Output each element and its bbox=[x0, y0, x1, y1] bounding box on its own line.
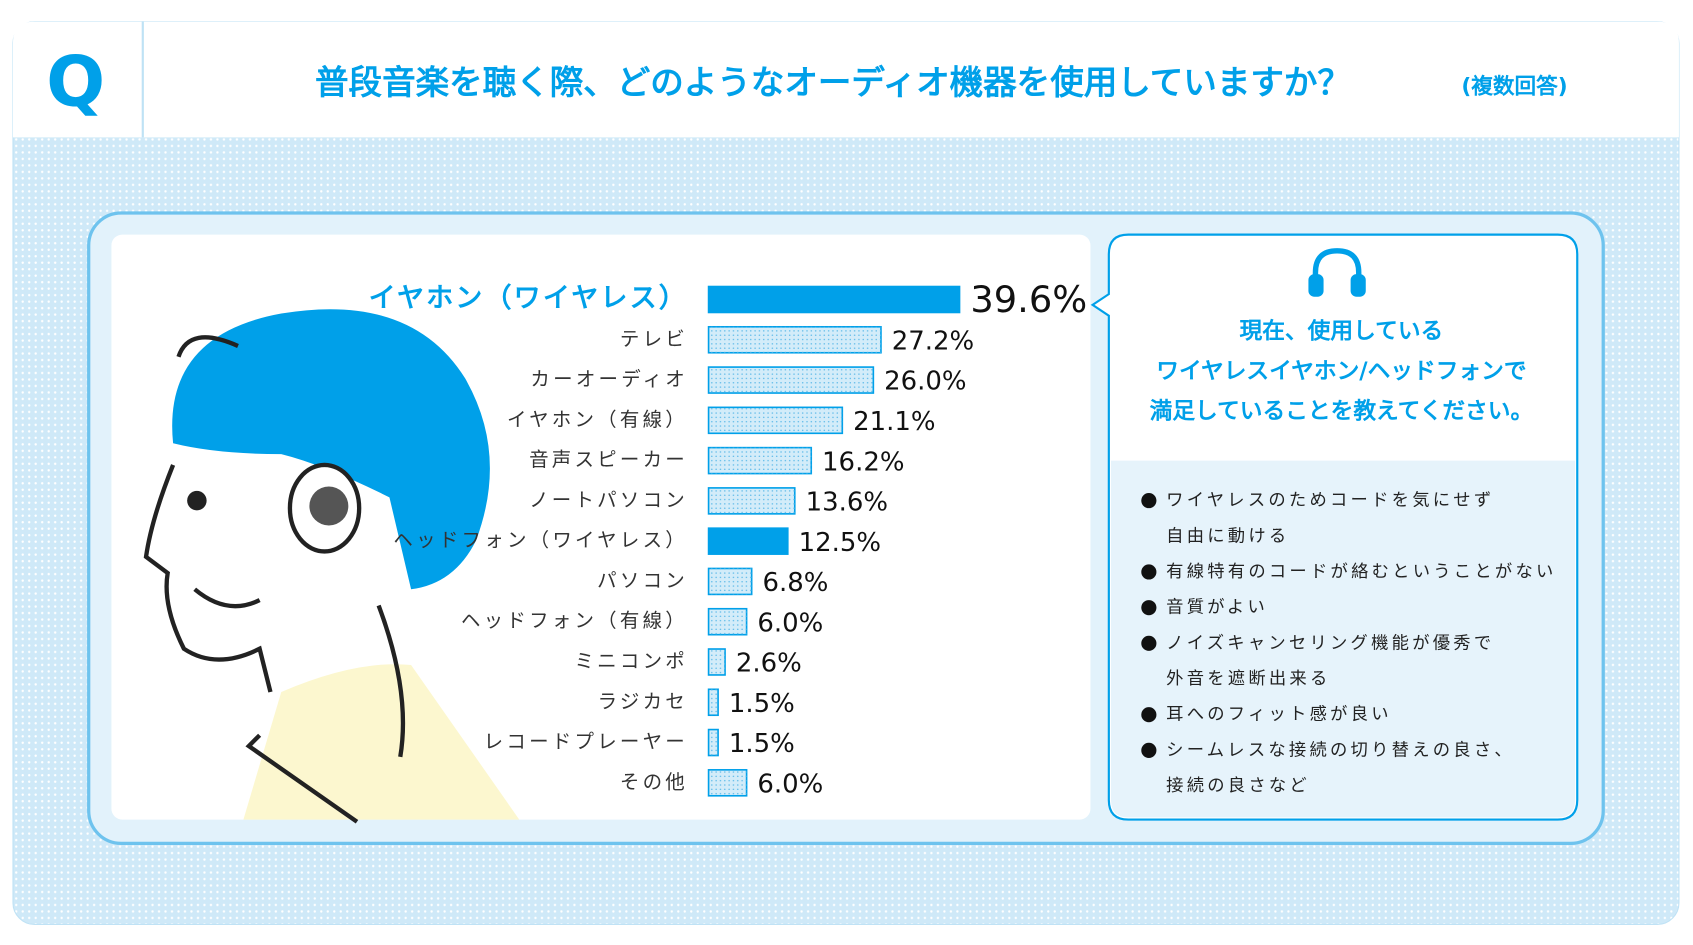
category-label: パソコン bbox=[597, 569, 688, 592]
mouth bbox=[193, 587, 261, 609]
value-label: 13.6% bbox=[806, 488, 888, 518]
value-label: 6.0% bbox=[757, 608, 823, 638]
side-item: 耳へのフィット感が良い bbox=[1166, 705, 1392, 725]
chart-title: 普段音楽を聴く際、どのようなオーディオ機器を使用していますか？ bbox=[315, 63, 1351, 102]
bar-texture bbox=[708, 326, 881, 353]
category-label: テレビ bbox=[620, 327, 688, 350]
bullet bbox=[1141, 600, 1157, 616]
category-label: ミニコンポ bbox=[574, 649, 688, 672]
side-item: ノイズキャンセリング機能が優秀で bbox=[1166, 633, 1494, 653]
q-mark: Q bbox=[46, 43, 105, 123]
bar-texture bbox=[708, 487, 795, 514]
category-label: ヘッドフォン（ワイヤレス） bbox=[393, 529, 688, 552]
side-item: 自由に動ける bbox=[1166, 526, 1289, 546]
category-label: 音声スピーカー bbox=[529, 448, 688, 471]
side-item: 接続の良さなど bbox=[1166, 776, 1310, 796]
category-label: レコードプレーヤー bbox=[484, 730, 688, 753]
value-label: 27.2% bbox=[892, 326, 974, 356]
category-label: カーオーディオ bbox=[530, 368, 688, 391]
bar-texture bbox=[708, 729, 719, 756]
value-label: 16.2% bbox=[822, 447, 904, 477]
bar-texture bbox=[708, 407, 843, 434]
bar-texture bbox=[708, 367, 874, 394]
bullet bbox=[1141, 742, 1157, 758]
value-label: 2.6% bbox=[736, 649, 802, 679]
category-label: その他 bbox=[620, 770, 688, 793]
header-band bbox=[12, 21, 1679, 138]
bar-texture bbox=[708, 649, 726, 675]
bullet bbox=[1141, 564, 1157, 580]
bar-texture bbox=[708, 608, 747, 635]
value-label: 12.5% bbox=[799, 528, 881, 558]
side-question: 満足していることを教えてください。 bbox=[1150, 397, 1534, 424]
bar-texture bbox=[708, 568, 752, 595]
bar bbox=[707, 285, 961, 314]
value-label: 6.8% bbox=[762, 568, 828, 598]
category-label: ヘッドフォン（有線） bbox=[461, 609, 688, 632]
bar-texture bbox=[708, 769, 747, 796]
hair bbox=[172, 309, 490, 590]
category-label: イヤホン（有線） bbox=[507, 408, 688, 431]
shirt bbox=[243, 664, 520, 820]
category-label: イヤホン（ワイヤレス） bbox=[369, 283, 688, 314]
value-label: 1.5% bbox=[729, 729, 795, 759]
earbud bbox=[309, 486, 349, 526]
category-label: ノートパソコン bbox=[529, 488, 688, 511]
side-question: 現在、使用している bbox=[1240, 317, 1444, 344]
headphone-icon bbox=[1308, 248, 1366, 297]
face-outline bbox=[143, 335, 406, 824]
side-item: 音質がよい bbox=[1166, 598, 1268, 618]
value-label: 6.0% bbox=[757, 769, 823, 799]
side-question: ワイヤレスイヤホン/ヘッドフォンで bbox=[1156, 358, 1526, 384]
side-item: シームレスな接続の切り替えの良さ、 bbox=[1166, 740, 1515, 760]
bullet bbox=[1141, 707, 1157, 723]
illustration bbox=[143, 309, 520, 824]
value-label: 21.1% bbox=[853, 407, 935, 437]
side-card-lower bbox=[1110, 460, 1576, 818]
eye bbox=[187, 490, 207, 511]
side-item: ワイヤレスのためコードを気にせず bbox=[1166, 491, 1494, 511]
category-label: ラジカセ bbox=[598, 690, 688, 713]
bar-texture bbox=[708, 447, 812, 474]
value-label: 39.6% bbox=[970, 278, 1087, 321]
side-item: 有線特有のコードが絡むということがない bbox=[1166, 562, 1556, 582]
value-label: 26.0% bbox=[884, 367, 966, 397]
chart-subtitle: (複数回答) bbox=[1461, 74, 1567, 100]
bar-texture bbox=[708, 689, 719, 716]
bar bbox=[707, 527, 789, 555]
bullet bbox=[1141, 635, 1157, 651]
bullet bbox=[1141, 493, 1157, 509]
side-item: 外音を遮断出来る bbox=[1166, 669, 1330, 689]
value-label: 1.5% bbox=[729, 689, 795, 719]
